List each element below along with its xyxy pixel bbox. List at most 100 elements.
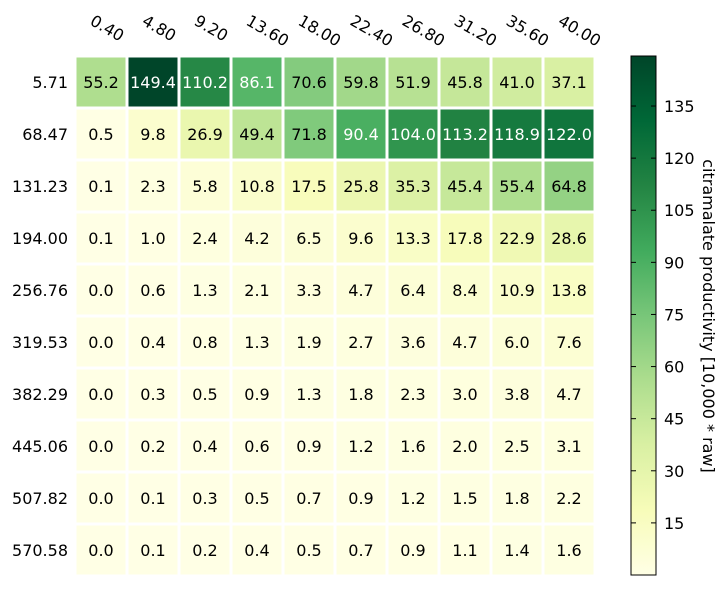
- heatmap-cell: [180, 109, 230, 159]
- heatmap-cell: [544, 369, 594, 419]
- heatmap-cell: [76, 421, 126, 471]
- y-tick-label: 382.29: [12, 385, 68, 404]
- heatmap-cell: [388, 213, 438, 263]
- heatmap-cell: [180, 473, 230, 523]
- heatmap-cell: [180, 265, 230, 315]
- heatmap-cell: [440, 213, 490, 263]
- heatmap-cell: [180, 369, 230, 419]
- heatmap-cell: [388, 473, 438, 523]
- heatmap-cell: [492, 317, 542, 367]
- heatmap-cell-value: 41.0: [499, 73, 535, 92]
- heatmap-cell: [544, 473, 594, 523]
- heatmap-cell: [232, 421, 282, 471]
- heatmap-cell: [336, 109, 386, 159]
- y-tick-label: 507.82: [12, 489, 68, 508]
- heatmap-cell-value: 0.4: [140, 333, 165, 352]
- colorbar-label: citramalate productivity [10,000 * raw]: [699, 159, 718, 473]
- heatmap-cell: [232, 369, 282, 419]
- heatmap-cell-value: 2.5: [504, 437, 529, 456]
- y-tick-label: 256.76: [12, 281, 68, 300]
- heatmap-cell: [76, 161, 126, 211]
- heatmap-cell: [128, 525, 178, 575]
- heatmap-cell-value: 70.6: [291, 73, 327, 92]
- heatmap-cell-value: 0.0: [88, 541, 113, 560]
- colorbar-tick-label: 75: [664, 305, 684, 324]
- heatmap-cell-value: 0.0: [88, 385, 113, 404]
- heatmap-cell: [128, 265, 178, 315]
- heatmap-cell: [76, 369, 126, 419]
- heatmap-cell-value: 1.4: [504, 541, 529, 560]
- heatmap-cell-value: 113.2: [442, 125, 488, 144]
- heatmap-cell-value: 1.2: [348, 437, 373, 456]
- heatmap-cell: [232, 161, 282, 211]
- heatmap-cell-value: 1.3: [192, 281, 217, 300]
- x-tick-label: 40.00: [555, 11, 604, 50]
- heatmap-cell-value: 13.8: [551, 281, 587, 300]
- heatmap-cell: [440, 161, 490, 211]
- heatmap-cell-value: 4.7: [452, 333, 477, 352]
- heatmap-cell-value: 0.7: [348, 541, 373, 560]
- heatmap-cell: [544, 109, 594, 159]
- heatmap-cell: [128, 57, 178, 107]
- x-tick-label: 4.80: [139, 11, 179, 45]
- heatmap-cell: [492, 161, 542, 211]
- heatmap-cell-value: 6.5: [296, 229, 321, 248]
- heatmap-cell: [544, 525, 594, 575]
- heatmap-cell: [180, 213, 230, 263]
- colorbar-ticks: 15 30 45 60 75 90 105 120 135: [631, 97, 695, 533]
- heatmap-cell: [284, 525, 334, 575]
- heatmap-cell: [232, 57, 282, 107]
- heatmap-cell-value: 0.6: [140, 281, 165, 300]
- heatmap-cell-value: 64.8: [551, 177, 587, 196]
- heatmap-cell: [76, 57, 126, 107]
- heatmap-cell: [544, 213, 594, 263]
- heatmap-cell-value: 1.9: [296, 333, 321, 352]
- heatmap-cell-value: 59.8: [343, 73, 379, 92]
- heatmap-cell-value: 25.8: [343, 177, 379, 196]
- heatmap-cell: [492, 57, 542, 107]
- heatmap-cell-value: 8.4: [452, 281, 477, 300]
- heatmap-cell: [284, 317, 334, 367]
- heatmap-cell-value: 6.4: [400, 281, 425, 300]
- heatmap-cell: [128, 317, 178, 367]
- heatmap-cell: [336, 525, 386, 575]
- heatmap-cell-value: 3.0: [452, 385, 477, 404]
- heatmap-cell: [76, 473, 126, 523]
- heatmap-cell-value: 0.0: [88, 281, 113, 300]
- heatmap-cell: [336, 57, 386, 107]
- heatmap-cell: [388, 369, 438, 419]
- y-tick-label: 5.71: [32, 73, 68, 92]
- heatmap-cell: [492, 421, 542, 471]
- heatmap-cell: [180, 317, 230, 367]
- heatmap-cell: [232, 265, 282, 315]
- heatmap-cell-value: 1.3: [296, 385, 321, 404]
- heatmap-cell-value: 0.3: [192, 489, 217, 508]
- heatmap-cell-value: 26.9: [187, 125, 223, 144]
- heatmap-cell-value: 10.8: [239, 177, 275, 196]
- heatmap-cell: [336, 421, 386, 471]
- heatmap-cell-value: 49.4: [239, 125, 275, 144]
- colorbar-gradient: [630, 55, 657, 576]
- heatmap-cell-value: 4.2: [244, 229, 269, 248]
- heatmap-cell-value: 0.1: [88, 177, 113, 196]
- heatmap-cell-value: 2.2: [556, 489, 581, 508]
- heatmap-cell-value: 122.0: [546, 125, 592, 144]
- heatmap-cell: [440, 369, 490, 419]
- heatmap-cell-value: 1.6: [400, 437, 425, 456]
- heatmap-cell-value: 37.1: [551, 73, 587, 92]
- heatmap-cell-value: 3.6: [400, 333, 425, 352]
- heatmap-cell-value: 3.8: [504, 385, 529, 404]
- heatmap-cell: [388, 161, 438, 211]
- heatmap-cell-value: 1.8: [504, 489, 529, 508]
- heatmap-cell-value: 0.5: [192, 385, 217, 404]
- heatmap-cell-value: 0.6: [244, 437, 269, 456]
- heatmap-cell: [388, 109, 438, 159]
- heatmap-cell: [388, 265, 438, 315]
- heatmap-cell: [544, 161, 594, 211]
- heatmap-cell-value: 6.0: [504, 333, 529, 352]
- heatmap-cell-value: 13.3: [395, 229, 431, 248]
- y-tick-label: 68.47: [22, 125, 68, 144]
- heatmap-cell: [128, 161, 178, 211]
- x-tick-label: 35.60: [503, 11, 552, 50]
